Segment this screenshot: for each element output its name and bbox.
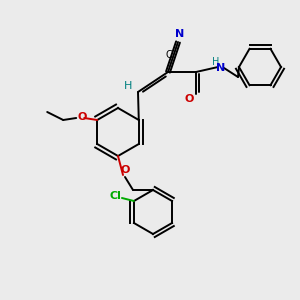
Text: O: O — [77, 112, 87, 122]
Text: H: H — [212, 57, 220, 67]
Text: H: H — [124, 81, 132, 91]
Text: C: C — [166, 50, 172, 60]
Text: Cl: Cl — [109, 191, 121, 201]
Text: N: N — [216, 63, 226, 73]
Text: O: O — [184, 94, 194, 104]
Text: N: N — [176, 29, 184, 39]
Text: O: O — [120, 165, 130, 175]
